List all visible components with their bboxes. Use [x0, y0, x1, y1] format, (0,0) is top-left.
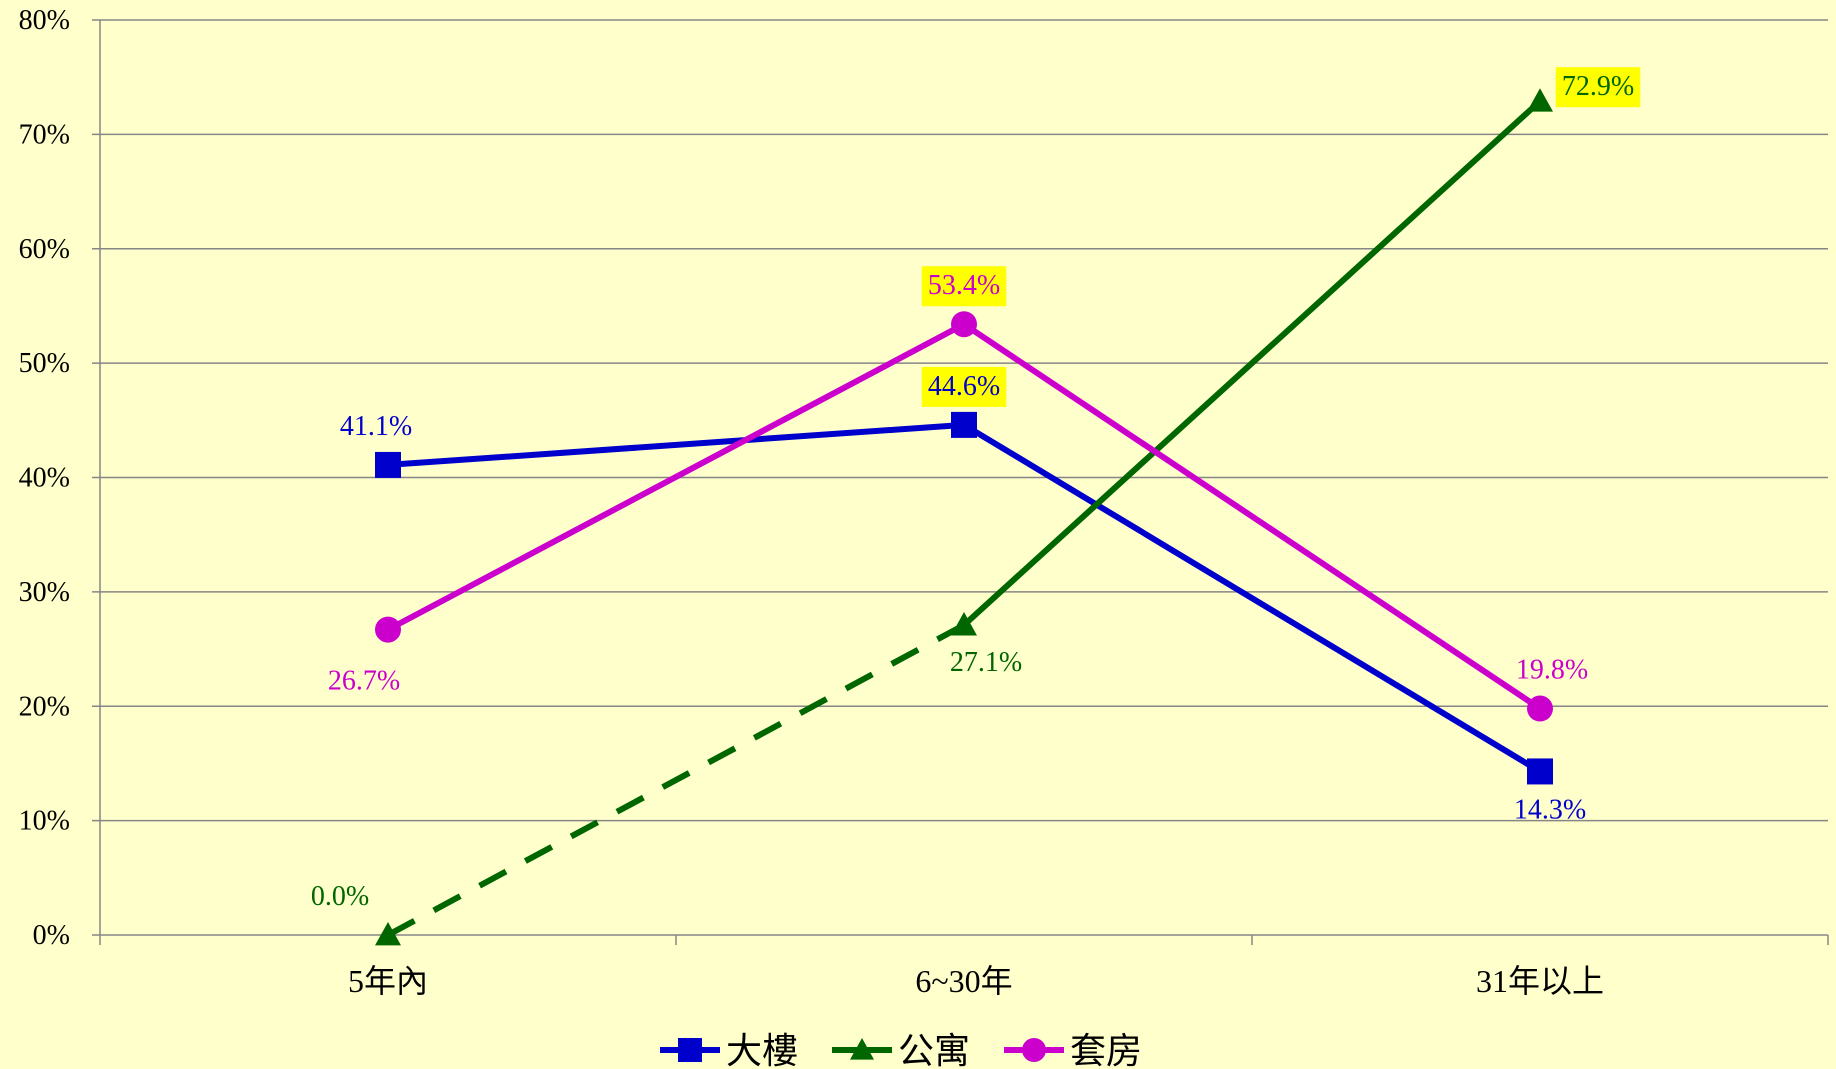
series-line-segment: [386, 622, 966, 938]
series-line-segment: [962, 321, 1542, 712]
x-tick-label: 6~30年: [915, 963, 1012, 999]
data-point-marker: [951, 612, 977, 636]
y-tick-label: 20%: [19, 691, 70, 722]
legend-label: 大樓: [726, 1031, 798, 1069]
data-point-marker: [1527, 758, 1553, 785]
data-label-highlight: [921, 366, 1007, 407]
data-label: 41.1%: [340, 411, 412, 442]
data-point-marker: [1527, 88, 1553, 112]
y-tick-label: 60%: [19, 234, 70, 265]
legend-label: 套房: [1070, 1031, 1142, 1069]
data-label-highlight: [1555, 67, 1641, 108]
series-line-segment: [961, 98, 1543, 628]
y-tick-label: 0%: [33, 920, 70, 951]
data-label: 0.0%: [311, 881, 369, 912]
data-point-marker: [375, 922, 401, 946]
series-line-segment: [387, 421, 965, 468]
legend-marker: [850, 1038, 874, 1060]
data-label: 44.6%: [928, 371, 1000, 402]
y-tick-label: 50%: [19, 348, 70, 379]
series-line-segment: [962, 422, 1542, 775]
y-axis-ticks: 0% 10% 20% 30% 40% 50% 60% 70% 80%: [19, 5, 100, 951]
x-tick-label: 5年內: [348, 963, 428, 999]
data-label: 72.9%: [1562, 71, 1634, 102]
series-line-segment: [386, 321, 966, 633]
data-point-marker: [375, 451, 401, 478]
legend: 大樓 公寓 套房: [660, 1031, 1142, 1069]
data-label: 53.4%: [928, 270, 1000, 301]
y-tick-label: 30%: [19, 577, 70, 608]
legend-label: 公寓: [898, 1031, 970, 1069]
y-tick-label: 70%: [19, 119, 70, 150]
data-label: 14.3%: [1514, 794, 1586, 825]
data-point-marker: [1527, 695, 1553, 722]
series-group: [375, 88, 1553, 946]
data-point-marker: [951, 411, 977, 438]
data-label: 27.1%: [950, 647, 1022, 678]
data-point-marker: [375, 616, 401, 643]
x-tick-label: 31年以上: [1476, 963, 1604, 999]
y-tick-label: 10%: [19, 806, 70, 837]
data-label: 26.7%: [328, 666, 400, 697]
x-axis-ticks: 5年內 6~30年 31年以上: [99, 935, 1829, 999]
legend-marker: [1022, 1038, 1046, 1062]
y-tick-label: 40%: [19, 463, 70, 494]
data-label: 19.8%: [1516, 655, 1588, 686]
data-labels: 41.1% 44.6% 14.3% 0.0% 27.1% 72.9% 26.7% 53.4% 1…: [311, 67, 1641, 912]
data-point-marker: [951, 311, 977, 338]
data-label-highlight: [921, 266, 1007, 307]
y-tick-label: 80%: [19, 5, 70, 36]
legend-marker: [678, 1038, 702, 1062]
